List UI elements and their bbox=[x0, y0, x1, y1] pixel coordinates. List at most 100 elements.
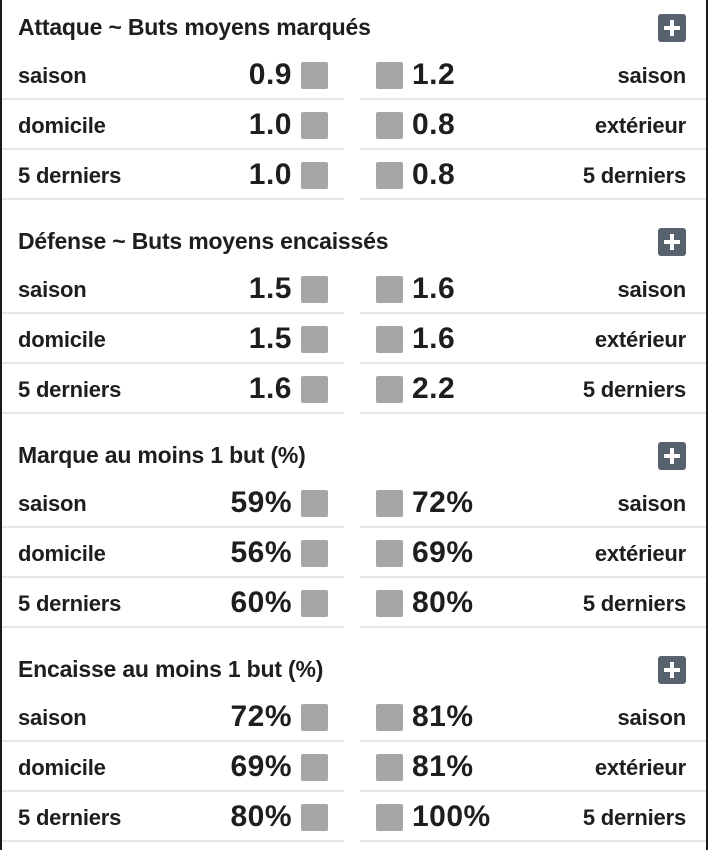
home-square-marker bbox=[301, 62, 328, 89]
stat-row: domicile 1.5 1.6 extérieur bbox=[0, 314, 708, 364]
away-stat: 72% saison bbox=[360, 478, 706, 528]
stat-row: domicile 69% 81% extérieur bbox=[0, 742, 708, 792]
home-square-marker bbox=[301, 162, 328, 189]
away-stat-label: saison bbox=[617, 491, 687, 516]
section-header: Marque au moins 1 but (%) bbox=[0, 428, 708, 478]
home-square-marker bbox=[301, 540, 328, 567]
home-stat-value: 59% bbox=[230, 486, 292, 519]
away-stat: 2.2 5 derniers bbox=[360, 364, 706, 414]
away-stat-label: 5 derniers bbox=[582, 163, 686, 188]
home-stat: saison 0.9 bbox=[2, 50, 344, 100]
away-stat: 1.6 saison bbox=[360, 264, 706, 314]
stats-section-scores-at-least-one: Marque au moins 1 but (%) saison 59% 72%… bbox=[0, 428, 708, 642]
away-stat-value: 1.6 bbox=[412, 322, 456, 355]
stat-row: 5 derniers 80% 100% 5 derniers bbox=[0, 792, 708, 842]
home-stat: saison 72% bbox=[2, 692, 344, 742]
away-stat-value: 0.8 bbox=[412, 108, 456, 141]
away-stat-value: 69% bbox=[412, 536, 474, 569]
home-stat-value: 1.0 bbox=[248, 108, 292, 141]
away-stat: 100% 5 derniers bbox=[360, 792, 706, 842]
stat-row: domicile 1.0 0.8 extérieur bbox=[0, 100, 708, 150]
home-square-marker bbox=[301, 112, 328, 139]
stat-row: domicile 56% 69% extérieur bbox=[0, 528, 708, 578]
away-stat-value: 72% bbox=[412, 486, 474, 519]
away-stat-value: 100% bbox=[412, 800, 491, 833]
home-stat-value: 1.5 bbox=[248, 322, 292, 355]
away-square-marker bbox=[376, 326, 403, 353]
home-stat: domicile 1.0 bbox=[2, 100, 344, 150]
expand-plus-icon[interactable] bbox=[658, 442, 686, 470]
home-stat-label: 5 derniers bbox=[18, 377, 122, 402]
expand-plus-icon[interactable] bbox=[658, 656, 686, 684]
away-stat-value: 2.2 bbox=[412, 372, 456, 405]
away-stat-value: 0.8 bbox=[412, 158, 456, 191]
away-square-marker bbox=[376, 540, 403, 567]
home-square-marker bbox=[301, 326, 328, 353]
home-stat-value: 1.5 bbox=[248, 272, 292, 305]
away-stat: 81% saison bbox=[360, 692, 706, 742]
frame-border-left bbox=[0, 0, 2, 850]
away-stat-value: 1.6 bbox=[412, 272, 456, 305]
away-square-marker bbox=[376, 490, 403, 517]
home-stat-label: saison bbox=[18, 705, 87, 730]
home-stat-value: 56% bbox=[230, 536, 292, 569]
home-square-marker bbox=[301, 276, 328, 303]
home-stat: 5 derniers 1.0 bbox=[2, 150, 344, 200]
away-stat-label: saison bbox=[617, 63, 687, 88]
home-stat-value: 0.9 bbox=[248, 58, 292, 91]
stat-row: 5 derniers 1.6 2.2 5 derniers bbox=[0, 364, 708, 414]
home-square-marker bbox=[301, 804, 328, 831]
home-stat: saison 1.5 bbox=[2, 264, 344, 314]
section-title: Attaque ~ Buts moyens marqués bbox=[18, 14, 371, 40]
away-stat-label: saison bbox=[617, 277, 687, 302]
away-square-marker bbox=[376, 276, 403, 303]
expand-plus-icon[interactable] bbox=[658, 14, 686, 42]
home-square-marker bbox=[301, 590, 328, 617]
section-header: Encaisse au moins 1 but (%) bbox=[0, 642, 708, 692]
home-stat-value: 1.0 bbox=[248, 158, 292, 191]
home-square-marker bbox=[301, 490, 328, 517]
section-header: Attaque ~ Buts moyens marqués bbox=[0, 0, 708, 50]
away-square-marker bbox=[376, 112, 403, 139]
section-title: Encaisse au moins 1 but (%) bbox=[18, 656, 324, 682]
stats-section-attack: Attaque ~ Buts moyens marqués saison 0.9… bbox=[0, 0, 708, 214]
home-stat: domicile 69% bbox=[2, 742, 344, 792]
home-stat-label: domicile bbox=[18, 327, 106, 352]
home-stat: 5 derniers 80% bbox=[2, 792, 344, 842]
stats-section-defense: Défense ~ Buts moyens encaissés saison 1… bbox=[0, 214, 708, 428]
home-stat: domicile 56% bbox=[2, 528, 344, 578]
away-stat: 0.8 5 derniers bbox=[360, 150, 706, 200]
away-square-marker bbox=[376, 590, 403, 617]
home-stat-value: 69% bbox=[230, 750, 292, 783]
home-stat-value: 72% bbox=[230, 700, 292, 733]
away-square-marker bbox=[376, 804, 403, 831]
away-stat-label: 5 derniers bbox=[582, 805, 686, 830]
expand-plus-icon[interactable] bbox=[658, 228, 686, 256]
away-square-marker bbox=[376, 704, 403, 731]
home-stat-label: domicile bbox=[18, 113, 106, 138]
home-stat-label: domicile bbox=[18, 541, 106, 566]
home-stat-label: saison bbox=[18, 277, 87, 302]
away-stat-label: 5 derniers bbox=[582, 591, 686, 616]
away-square-marker bbox=[376, 62, 403, 89]
away-stat-label: extérieur bbox=[594, 113, 686, 138]
home-stat: domicile 1.5 bbox=[2, 314, 344, 364]
home-stat-label: saison bbox=[18, 63, 87, 88]
away-stat-value: 81% bbox=[412, 750, 474, 783]
away-stat: 81% extérieur bbox=[360, 742, 706, 792]
away-stat-value: 80% bbox=[412, 586, 474, 619]
away-stat-value: 1.2 bbox=[412, 58, 456, 91]
home-stat-label: 5 derniers bbox=[18, 805, 122, 830]
away-stat-label: saison bbox=[617, 705, 687, 730]
stat-row: saison 59% 72% saison bbox=[0, 478, 708, 528]
away-stat-label: extérieur bbox=[594, 541, 686, 566]
stat-row: saison 1.5 1.6 saison bbox=[0, 264, 708, 314]
stat-row: saison 72% 81% saison bbox=[0, 692, 708, 742]
home-stat-label: saison bbox=[18, 491, 87, 516]
section-title: Défense ~ Buts moyens encaissés bbox=[18, 228, 389, 254]
stats-section-concedes-at-least-one: Encaisse au moins 1 but (%) saison 72% 8… bbox=[0, 642, 708, 856]
section-header: Défense ~ Buts moyens encaissés bbox=[0, 214, 708, 264]
home-stat-value: 1.6 bbox=[248, 372, 292, 405]
home-stat: 5 derniers 60% bbox=[2, 578, 344, 628]
